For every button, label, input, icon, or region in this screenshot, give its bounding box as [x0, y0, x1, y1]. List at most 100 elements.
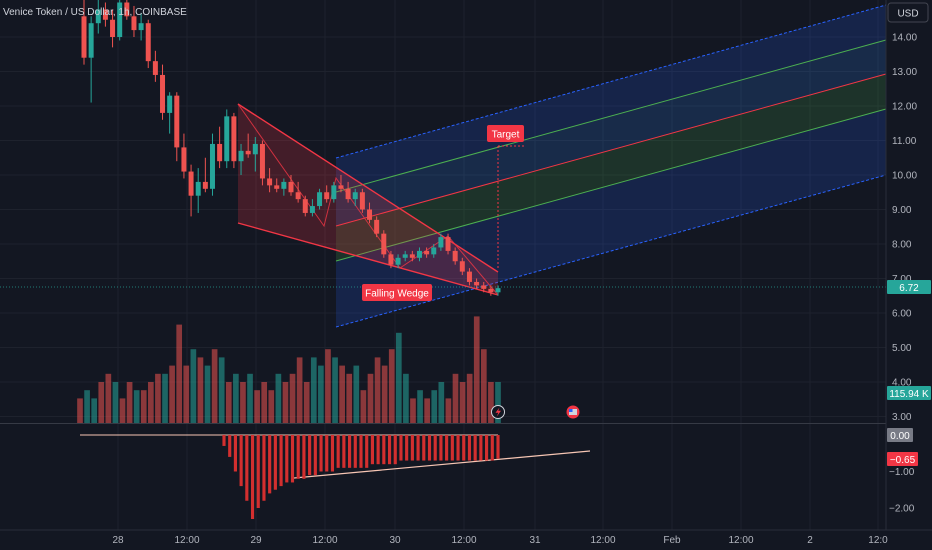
channel-line-green-lower: [335, 108, 887, 262]
candle: [102, 2, 108, 27]
candle: [331, 181, 337, 203]
candle: [381, 230, 387, 258]
time-tick-label: 12:00: [312, 535, 337, 546]
volume-bar: [480, 349, 487, 423]
falling-wedge-tag[interactable]: Falling Wedge: [362, 284, 432, 301]
volume-bar: [473, 316, 480, 423]
volume-bar: [176, 324, 183, 423]
last-price-value: 6.72: [899, 283, 919, 294]
candle: [181, 133, 187, 179]
candle: [117, 0, 123, 41]
time-tick-label: 28: [112, 535, 124, 546]
candle: [160, 64, 166, 120]
price-tick-label: 5.00: [892, 343, 912, 354]
volume-bar: [339, 365, 345, 423]
candle: [209, 133, 215, 196]
time-tick-label: 12:0: [868, 535, 888, 546]
price-axis-panel[interactable]: [886, 0, 932, 530]
volume-bar: [318, 365, 324, 423]
candle: [388, 250, 394, 269]
price-tick-label: 6.00: [892, 309, 912, 320]
volume-bar: [367, 373, 374, 423]
candle: [424, 247, 430, 258]
currency-button[interactable]: USD: [887, 2, 929, 23]
oscillator-value-badge: −0.65: [887, 452, 918, 466]
volume-bar: [98, 382, 105, 423]
candle: [352, 188, 358, 207]
volume-bar: [140, 390, 147, 423]
price-tick-label: 10.00: [892, 171, 917, 182]
candle: [459, 257, 465, 276]
candle: [495, 285, 501, 296]
volume-bar: [211, 349, 218, 423]
candle: [145, 19, 151, 69]
candle: [217, 126, 223, 169]
oscillator-histogram: [222, 435, 500, 519]
volume-bar: [431, 390, 438, 423]
volume-bar: [126, 382, 133, 423]
volume-bar: [155, 373, 161, 423]
volume-bar: [112, 382, 119, 423]
candle: [416, 247, 422, 262]
volume-bar: [360, 390, 367, 423]
target-label: Target: [492, 130, 520, 141]
price-tick-label: 14.00: [892, 33, 917, 44]
candle: [95, 0, 101, 34]
volume-bar: [233, 373, 239, 423]
volume-bar: [105, 373, 112, 423]
volume-bar: [91, 398, 98, 423]
volume-bar: [84, 390, 90, 423]
candle: [195, 168, 201, 213]
flag-icon[interactable]: [566, 405, 580, 419]
candle: [338, 175, 344, 193]
volume-bar: [466, 373, 473, 423]
channel-fill-bottom: [336, 109, 886, 327]
volume-bar: [183, 365, 190, 423]
volume-bar: [240, 382, 246, 423]
candle: [409, 250, 415, 262]
candle: [110, 9, 116, 48]
volume-bar: [346, 373, 353, 423]
oscillator-trend-line: [293, 450, 591, 479]
candle: [267, 168, 273, 193]
volume-bar: [438, 382, 445, 423]
volume-bar: [261, 382, 268, 423]
candle: [124, 0, 130, 20]
volume-bar: [332, 357, 338, 423]
volume-bar: [133, 390, 140, 423]
lightning-icon[interactable]: [491, 405, 505, 419]
time-axis[interactable]: 28 12:00 29 12:00 30 12:00 31 12:00 Feb 12:00 2 12:…: [112, 535, 888, 546]
volume-bar: [119, 398, 126, 423]
candle: [174, 92, 180, 162]
candle: [474, 278, 480, 289]
target-marker[interactable]: Target: [487, 125, 524, 270]
volume-badge: 115.94 K: [887, 386, 931, 400]
channel-line-bottom: [335, 174, 887, 328]
candle: [395, 254, 401, 269]
volume-bar: [388, 349, 395, 423]
time-tick-label: Feb: [663, 535, 681, 546]
candle: [431, 244, 437, 258]
price-tick-label: 9.00: [892, 205, 912, 216]
volume-bar: [424, 398, 430, 423]
volume-bar: [417, 390, 423, 423]
price-tick-label: 11.00: [892, 136, 917, 147]
falling-wedge[interactable]: [237, 103, 499, 296]
wedge-zigzag: [237, 103, 499, 296]
candle: [438, 233, 444, 251]
price-axis-ticks: 14.00 13.00 12.00 11.00 10.00 9.00 8.00 7.00 6.0…: [892, 33, 917, 424]
volume-bar: [445, 398, 452, 423]
candle: [488, 285, 494, 296]
candle: [131, 5, 137, 37]
candle: [202, 157, 208, 193]
volume-bar: [374, 357, 381, 423]
candle: [224, 109, 230, 169]
candle: [317, 188, 323, 210]
candle: [231, 112, 237, 169]
oscillator-zero-value: 0.00: [890, 431, 910, 442]
candle: [402, 250, 408, 262]
time-tick-label: 12:00: [451, 535, 476, 546]
channel-line-median: [335, 73, 887, 227]
oscillator-tick-label: −1.00: [889, 467, 915, 478]
